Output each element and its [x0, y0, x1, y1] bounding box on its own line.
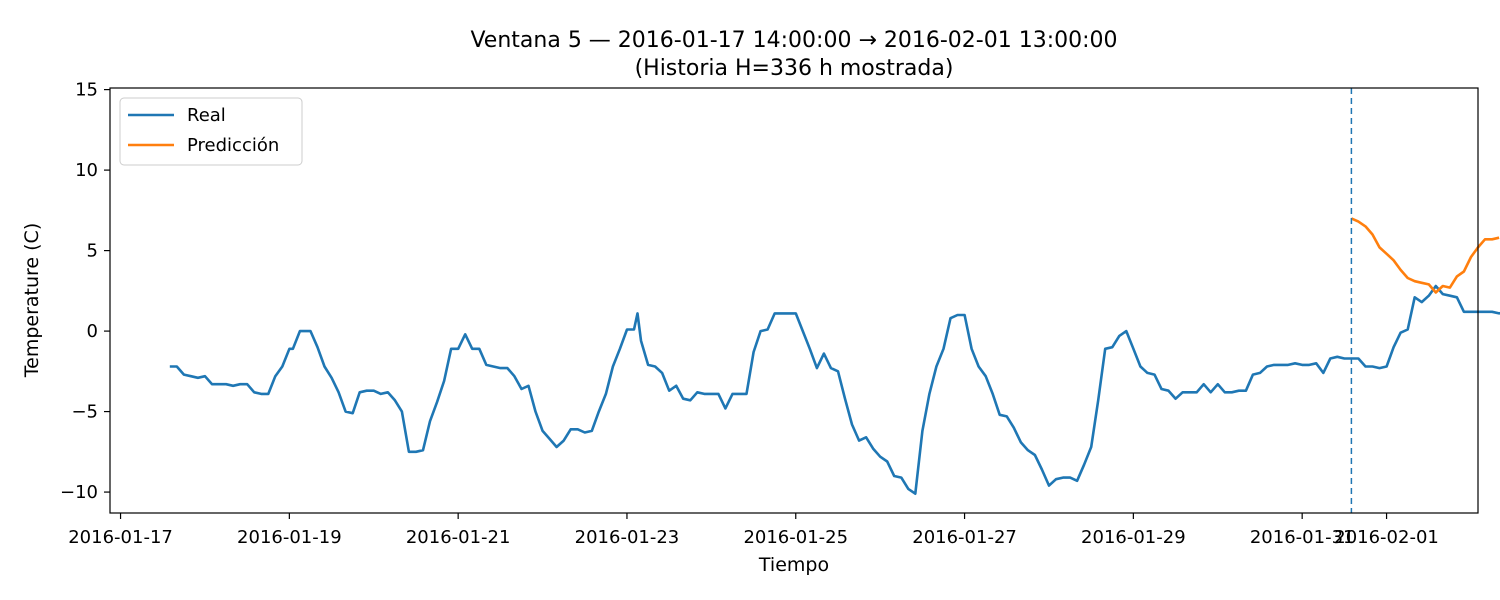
- x-tick-label: 2016-01-31: [1250, 527, 1355, 548]
- series-line-prediccion: [1350, 217, 1500, 294]
- plot-frame: [109, 87, 1479, 514]
- x-tick-label: 2016-01-21: [406, 527, 511, 548]
- legend-prediccion-label: Predicción: [187, 135, 279, 156]
- y-tick-label: 10: [75, 160, 98, 181]
- x-tick-label: 2016-01-23: [575, 527, 680, 548]
- chart-title-line2: (Historia H=336 h mostrada): [635, 56, 954, 81]
- series-line-real: [169, 284, 1500, 495]
- x-tick-label: 2016-01-17: [68, 527, 173, 548]
- x-tick-label: 2016-01-19: [237, 527, 342, 548]
- y-tick-label: 0: [87, 321, 98, 342]
- x-tick-label: 2016-01-29: [1081, 527, 1186, 548]
- legend: Real Predicción: [119, 97, 303, 166]
- x-axis-ticks: 2016-01-17 2016-01-19 2016-01-21 2016-01-23…: [68, 513, 1439, 548]
- x-axis-label: Tiempo: [758, 554, 829, 576]
- plot-area: [109, 87, 1500, 514]
- x-tick-label: 2016-01-25: [743, 527, 848, 548]
- legend-real-label: Real: [187, 105, 226, 126]
- x-tick-label: 2016-01-27: [912, 527, 1017, 548]
- plot-background: [110, 88, 1478, 513]
- y-tick-label: −10: [60, 482, 98, 503]
- series-layer: [169, 217, 1500, 495]
- y-tick-label: 15: [75, 80, 98, 101]
- y-tick-label: −5: [71, 402, 98, 423]
- x-tick-label: 2016-02-01: [1334, 527, 1439, 548]
- chart-title-line1: Ventana 5 — 2016-01-17 14:00:00 → 2016-0…: [470, 28, 1117, 53]
- y-axis-ticks: 15 10 5 0 −5 −10: [60, 80, 110, 503]
- y-axis-label: Temperature (C): [21, 223, 43, 379]
- y-tick-label: 5: [87, 241, 98, 262]
